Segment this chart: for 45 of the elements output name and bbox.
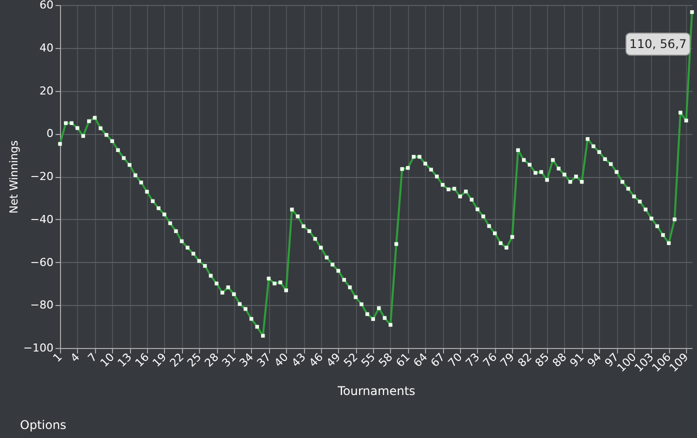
x-tick-label: 13 — [115, 350, 134, 370]
y-tick-label: 0 — [46, 127, 54, 140]
x-tick-label: 79 — [498, 350, 517, 370]
x-tick-label: 76 — [480, 350, 500, 370]
x-axis-title: Tournaments — [336, 384, 416, 398]
x-tick-label: 64 — [410, 350, 430, 370]
y-tick-label: −80 — [30, 298, 54, 312]
y-tick-label: 40 — [40, 41, 54, 54]
x-tick-label: 4 — [68, 350, 82, 365]
y-tick-label: −100 — [23, 342, 54, 354]
x-tick-label: 67 — [428, 350, 448, 370]
x-tick-label: 73 — [463, 350, 482, 370]
x-tick-label: 61 — [394, 350, 413, 370]
x-tick-label: 31 — [220, 350, 239, 370]
y-axis-title: Net Winnings — [7, 140, 20, 214]
x-tick-label: 52 — [341, 350, 360, 370]
x-tick-label: 85 — [532, 350, 552, 370]
x-tick-label: 1 — [50, 350, 65, 365]
y-tick-label: −20 — [30, 170, 54, 183]
x-tick-label: 22 — [167, 350, 187, 370]
text: Options — [20, 418, 66, 432]
y-tick-label: −40 — [30, 212, 54, 226]
annotation: 110, 56,7 — [629, 37, 687, 52]
x-tick-label: 28 — [202, 350, 222, 370]
y-tick-label: −60 — [30, 256, 54, 269]
x-tick-label: 55 — [358, 350, 378, 370]
x-tick-label: 16 — [132, 350, 152, 370]
x-tick-label: 34 — [236, 350, 256, 370]
x-tick-label: 49 — [324, 350, 344, 370]
x-tick-label: 25 — [184, 350, 204, 370]
x-tick-label: 19 — [150, 350, 170, 370]
y-tick-label: 60 — [40, 0, 54, 12]
x-tick-label: 82 — [515, 350, 534, 370]
y-tick-label: 20 — [40, 84, 54, 98]
x-tick-label: 88 — [550, 350, 570, 370]
x-tick-label: 43 — [289, 350, 308, 370]
x-tick-label: 10 — [98, 350, 117, 370]
x-tick-label: 94 — [584, 350, 604, 370]
x-tick-label: 37 — [254, 350, 274, 370]
x-tick-label: 40 — [272, 350, 291, 370]
x-tick-label: 7 — [85, 350, 100, 365]
x-tick-label: 58 — [376, 350, 396, 370]
x-tick-label: 70 — [446, 350, 465, 370]
x-tick-label: 46 — [306, 350, 326, 370]
x-tick-label: 91 — [567, 350, 587, 370]
